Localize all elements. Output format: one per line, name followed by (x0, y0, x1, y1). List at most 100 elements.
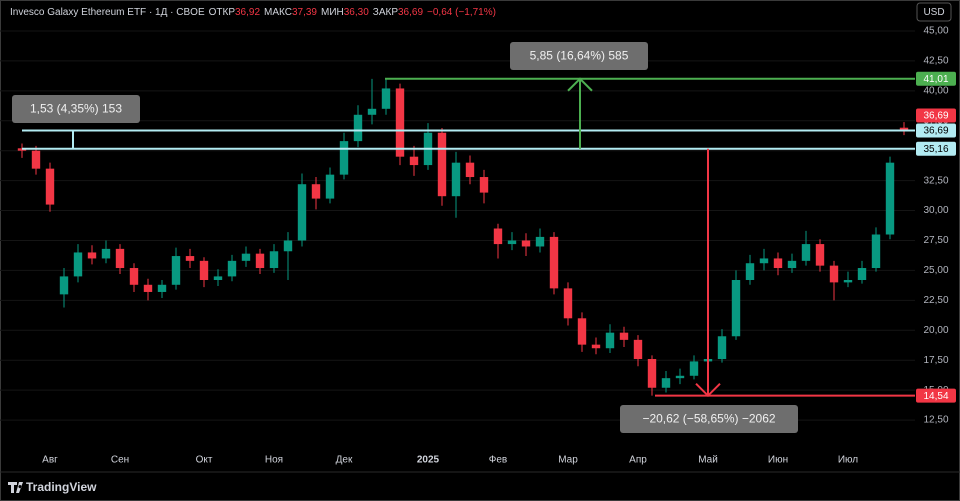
candle-body (731, 279, 741, 337)
y-tick-label: 12,50 (923, 415, 948, 426)
x-tick-label: Авг (42, 455, 58, 466)
candle-body (675, 375, 685, 379)
candle-body (353, 114, 363, 142)
y-tick-label: 22,50 (923, 295, 948, 306)
candle-body (213, 276, 223, 280)
candle-body (101, 248, 111, 259)
candle-body (815, 244, 825, 266)
stat-value: 36,69 (398, 7, 423, 18)
y-tick-label: 45,00 (923, 26, 948, 37)
price-tag-label: 35,16 (923, 144, 948, 155)
stat-value: 36,30 (344, 7, 369, 18)
x-tick-label: 2025 (417, 455, 440, 466)
candle-body (745, 263, 755, 280)
candle-body (437, 132, 447, 197)
y-tick-label: 32,50 (923, 175, 948, 186)
candle-body (59, 276, 69, 295)
y-tick-label: 42,50 (923, 56, 948, 67)
measure-arrowhead (567, 77, 593, 92)
y-tick-label: 30,00 (923, 205, 948, 216)
candle-body (45, 168, 55, 205)
stat-label: МАКС (264, 7, 292, 18)
candle-body (493, 228, 503, 245)
price-tag (916, 141, 956, 156)
measure-label: 5,85 (16,64%) 585 (530, 49, 629, 63)
candle-body (143, 284, 153, 292)
measure-box (510, 42, 648, 70)
x-tick-label: Окт (196, 455, 213, 466)
candle-body (843, 279, 853, 283)
candle-body (171, 256, 181, 285)
x-tick-label: Дек (336, 455, 353, 466)
candle-body (129, 268, 139, 285)
candle-body (381, 88, 391, 109)
candle-body (395, 88, 405, 157)
candle-body (899, 127, 909, 131)
candle-body (255, 253, 265, 269)
price-tag-label: 36,69 (923, 126, 948, 137)
candle-body (339, 141, 349, 175)
candle-body (367, 108, 377, 115)
candle-body (311, 184, 321, 199)
candle-body (759, 258, 769, 264)
last-price-tag (916, 108, 956, 123)
candle-body (479, 177, 489, 193)
candle-body (297, 184, 307, 241)
candle-body (227, 260, 237, 277)
stat-label: МИН (321, 7, 344, 18)
y-tick-label: 25,00 (923, 265, 948, 276)
measure-box (12, 95, 140, 123)
candle-body (507, 240, 517, 245)
x-tick-label: Ноя (265, 455, 283, 466)
x-tick-label: Фев (489, 455, 507, 466)
stat-label: ОТКР (209, 7, 236, 18)
x-tick-label: Апр (629, 455, 647, 466)
price-tag (916, 388, 956, 403)
header: Invesco Galaxy Ethereum ETF · 1Д · CBOE О… (10, 7, 496, 18)
currency[interactable]: USD (923, 7, 944, 18)
x-tick-label: Июн (768, 455, 788, 466)
candle-body (241, 253, 251, 261)
candle-body (591, 344, 601, 349)
brand: TradingView (26, 480, 97, 494)
stat-label: ЗАКР (373, 7, 399, 18)
candle-body (521, 240, 531, 247)
candle-body (689, 361, 699, 376)
brand-logo (8, 482, 23, 493)
header-title: Invesco Galaxy Ethereum ETF · 1Д · CBOE (10, 7, 205, 18)
candle-body (325, 174, 335, 199)
price-tag (916, 123, 956, 138)
y-tick-label: 40,00 (923, 85, 948, 96)
candle-body (409, 156, 419, 166)
candle-body (549, 236, 559, 289)
y-tick-label: 27,50 (923, 235, 948, 246)
measure-box (620, 405, 798, 433)
candle-body (773, 258, 783, 269)
currency-box[interactable] (916, 2, 952, 22)
price-tag-label: 41,01 (923, 74, 948, 85)
change: −0,64 (−1,71%) (427, 7, 496, 18)
candle-body (633, 339, 643, 360)
candle-body (647, 359, 657, 388)
candle-body (857, 268, 867, 280)
x-tick-label: Мар (558, 455, 578, 466)
candle-body (661, 378, 671, 388)
candle-body (269, 251, 279, 269)
candle-body (885, 162, 895, 235)
stat-value: 37,39 (292, 7, 317, 18)
price-tag-label: 14,54 (923, 391, 948, 402)
candle-body (185, 256, 195, 261)
candle-body (465, 162, 475, 178)
measure-arrowhead (695, 382, 721, 398)
measure-label: 1,53 (4,35%) 153 (30, 102, 122, 116)
stat-value: 36,92 (235, 7, 260, 18)
y-tick-label: 20,00 (923, 325, 948, 336)
last-price-label: 36,69 (923, 111, 948, 122)
candle-body (787, 260, 797, 269)
x-tick-label: Май (698, 455, 718, 466)
candle-body (451, 162, 461, 197)
candle-body (563, 288, 573, 319)
candle-body (829, 265, 839, 283)
